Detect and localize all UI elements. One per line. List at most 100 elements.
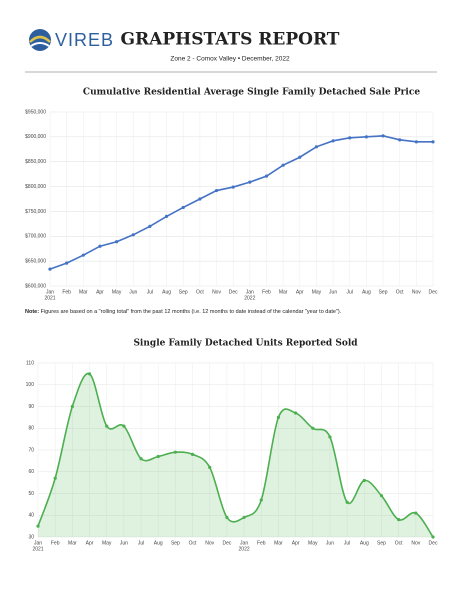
x-tick-label: Aug [362,289,371,295]
y-tick-label: $600,000 [25,283,46,289]
point [242,515,246,520]
point [87,372,92,376]
x-tick-label: Sep [179,289,188,295]
x-tick-label: Jul [347,289,353,295]
x-tick-label: Oct [189,540,197,546]
x-tick-label: May [102,540,112,546]
point [36,524,40,528]
point [276,415,281,419]
point [348,136,352,140]
x-year-label: 2022 [244,295,255,301]
x-tick-label: Feb [257,540,266,546]
y-tick-label: $850,000 [25,159,46,165]
point [398,138,402,142]
point [164,214,169,218]
point [248,180,252,184]
point [214,188,219,193]
point [431,140,435,144]
point [298,155,302,159]
x-tick-label: Oct [396,289,404,295]
point [331,139,335,143]
x-tick-label: Mar [274,540,283,546]
x-tick-label: May [308,540,318,546]
line [49,135,433,270]
area [38,373,433,537]
y-tick-label: 100 [26,382,35,388]
chart-title: Single Family Detached Units Reported So… [133,339,358,349]
point [70,404,74,409]
point [328,435,332,439]
x-tick-label: Jan [46,289,54,295]
x-tick-label: Feb [51,540,60,546]
x-tick-label: Jun [129,289,137,295]
point [379,494,384,498]
x-tick-label: Nov [412,289,421,295]
y-tick-label: 30 [28,534,34,540]
report-title: GRAPHSTATS REPORT [121,30,340,50]
x-year-label: 2021 [32,546,43,552]
report-subtitle: Zone 2 - Comox Valley • December, 2022 [170,56,290,63]
logo-icon [29,29,51,51]
point [364,135,368,139]
point [259,498,263,502]
x-tick-label: Jan [246,289,254,295]
x-tick-label: Jul [138,540,144,546]
x-tick-label: Apr [96,289,104,295]
point [381,134,385,138]
point [208,465,212,469]
x-tick-label: Nov [205,540,214,546]
logo-text: VIREB [55,30,114,50]
x-tick-label: Jul [344,540,350,546]
x-tick-label: Jul [147,289,153,295]
y-tick-label: 90 [28,404,34,410]
y-tick-label: $650,000 [25,258,46,264]
x-year-label: 2022 [239,546,250,552]
point [414,511,418,515]
point [314,145,319,149]
y-tick-label: 70 [28,447,34,453]
point [81,253,85,257]
x-tick-label: Dec [229,289,238,295]
point [156,454,160,459]
point [48,267,52,271]
point [362,478,366,483]
point [397,518,401,522]
x-tick-label: May [312,289,322,295]
y-tick-label: 40 [28,513,34,519]
x-tick-label: Oct [395,540,403,546]
x-tick-label: Apr [296,289,304,295]
point [190,452,195,456]
point [148,224,152,228]
point [264,174,269,178]
y-tick-label: $800,000 [25,184,46,190]
x-tick-label: Aug [360,540,369,546]
y-tick-label: $700,000 [25,234,46,240]
point [414,140,418,144]
x-tick-label: Jan [34,540,42,546]
point [431,535,435,539]
x-tick-label: Apr [86,540,94,546]
y-tick-label: 110 [26,360,34,366]
point [115,240,119,244]
note-label: Note: [25,309,39,315]
x-tick-label: Mar [279,289,288,295]
point [345,500,349,504]
point [198,197,202,201]
x-tick-label: Jun [326,540,334,546]
point [53,476,57,480]
point [65,261,69,265]
x-tick-label: Aug [154,540,163,546]
point [294,411,298,415]
x-tick-label: Jun [120,540,128,546]
y-tick-label: $900,000 [25,134,46,140]
x-tick-label: Mar [79,289,88,295]
point [139,457,143,461]
y-tick-label: 80 [28,426,34,432]
point [105,424,109,428]
x-tick-label: Dec [222,540,231,546]
y-tick-label: $750,000 [25,209,46,215]
x-tick-label: Dec [429,289,438,295]
x-tick-label: Mar [68,540,77,546]
